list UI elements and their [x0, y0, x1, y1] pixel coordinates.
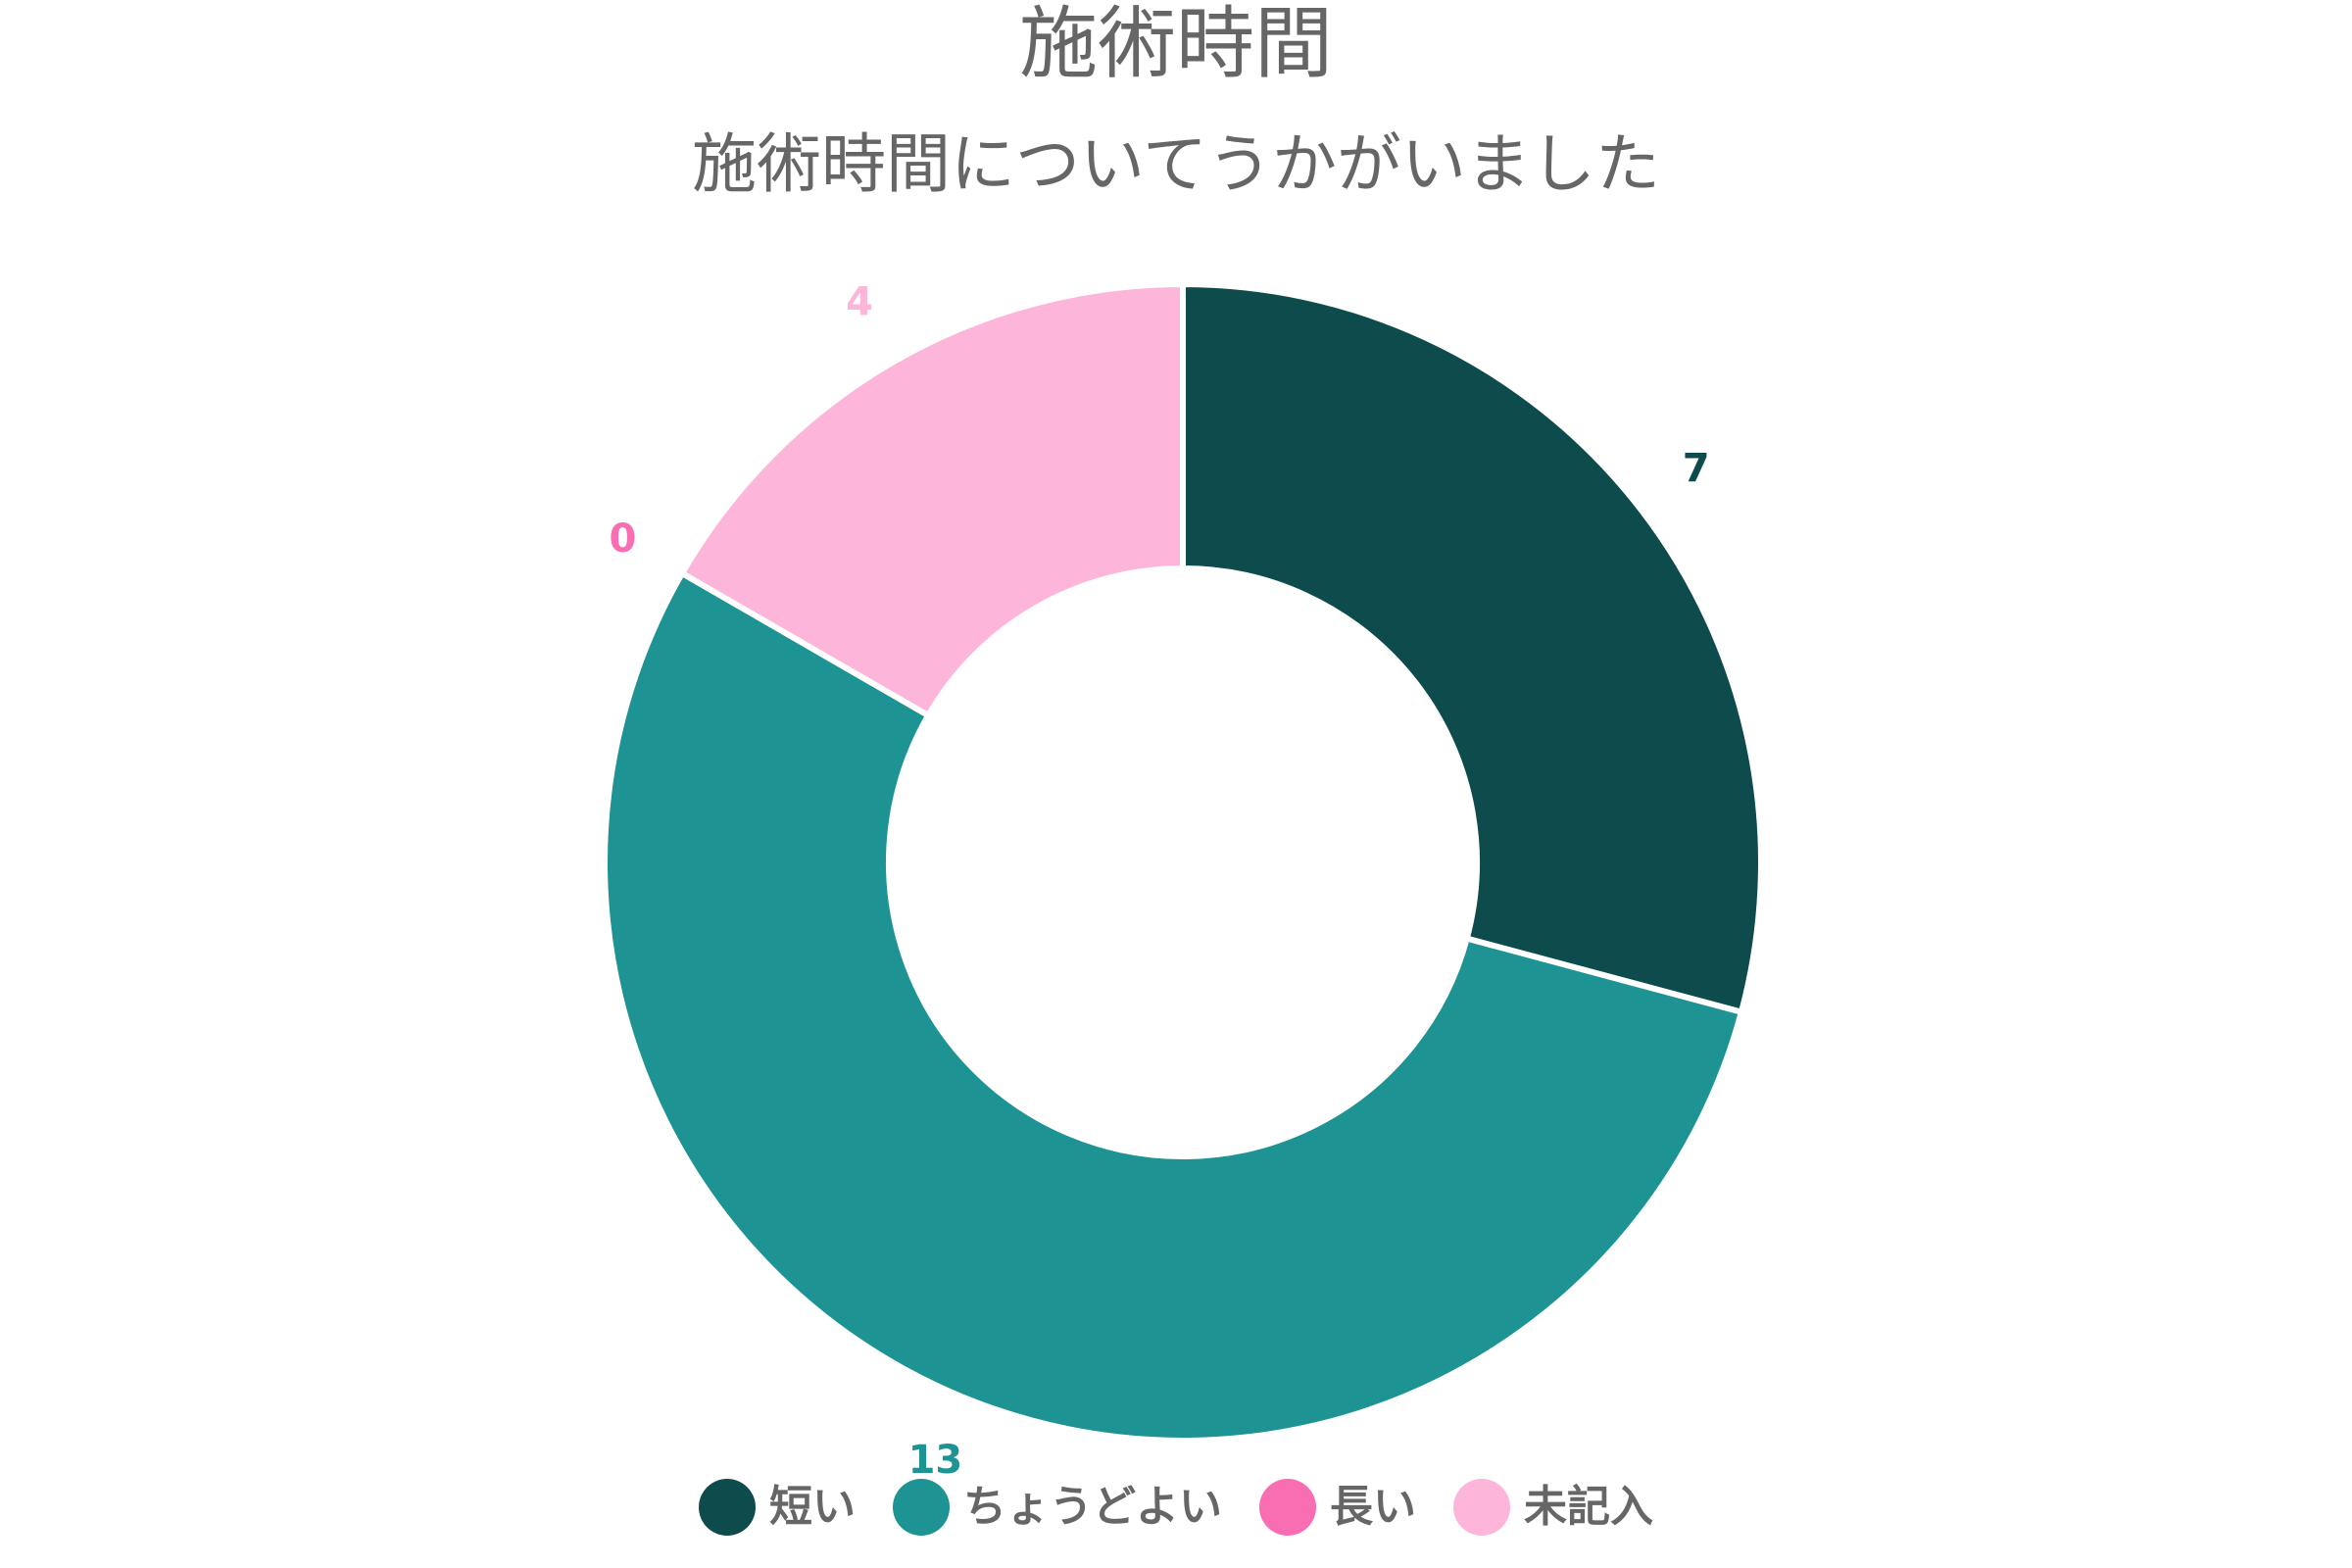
legend-label: 未記入	[1524, 1482, 1653, 1532]
data-label-3: 0	[610, 516, 637, 562]
legend-label: 長い	[1330, 1482, 1416, 1532]
data-label-1: 7	[1683, 446, 1710, 491]
slice-2[interactable]	[602, 570, 1744, 1444]
legend-item-1[interactable]: 短い	[699, 1478, 856, 1537]
legend-marker-icon	[893, 1479, 950, 1536]
data-label-4: 4	[846, 279, 873, 324]
legend-marker-icon	[1259, 1479, 1316, 1536]
legend-label: ちょうどよい	[963, 1482, 1222, 1532]
legend-label: 短い	[769, 1482, 856, 1532]
slice-1[interactable]	[1180, 281, 1764, 1015]
legend-item-3[interactable]: 長い	[1259, 1478, 1416, 1537]
legend-marker-icon	[1453, 1479, 1510, 1536]
donut-slices	[602, 281, 1764, 1444]
data-labels: 7 13 0 4	[610, 279, 1710, 1482]
legend-item-2[interactable]: ちょうどよい	[893, 1478, 1222, 1537]
data-label-2: 13	[908, 1438, 963, 1483]
legend-marker-icon	[699, 1479, 756, 1536]
legend: 短い ちょうどよい 長い 未記入	[0, 1478, 2352, 1537]
chart-subtitle: 施術時間についてうかがいました	[691, 126, 1661, 202]
slice-4[interactable]	[679, 281, 1186, 718]
legend-item-4[interactable]: 未記入	[1453, 1478, 1653, 1537]
chart-title: 施術時間	[1019, 0, 1333, 89]
